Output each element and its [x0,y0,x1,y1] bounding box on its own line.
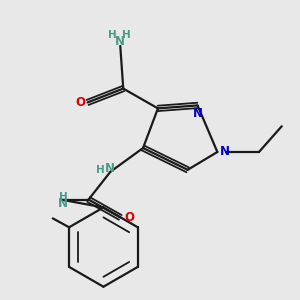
Text: N: N [115,35,125,48]
Text: O: O [75,96,85,109]
Text: O: O [124,211,134,224]
Text: H: H [108,30,116,40]
Text: N: N [58,197,68,211]
Text: N: N [193,107,202,120]
Text: H: H [122,30,131,40]
Text: N: N [220,146,230,158]
Text: H: H [59,192,68,202]
Text: N: N [105,162,116,175]
Text: H: H [96,165,104,175]
